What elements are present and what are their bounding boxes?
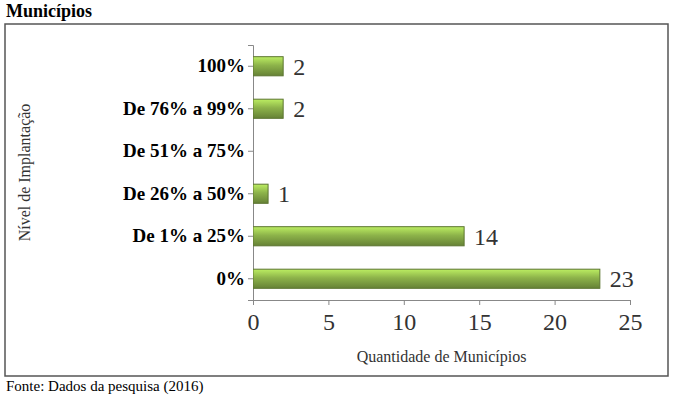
y-tick: De 51% a 75% bbox=[123, 140, 253, 161]
y-tick-mark bbox=[248, 151, 253, 152]
y-tick: 100% bbox=[198, 55, 254, 76]
y-tick-label: De 1% a 25% bbox=[133, 225, 245, 246]
y-tick: De 1% a 25% bbox=[133, 225, 253, 246]
x-tick-mark bbox=[404, 300, 405, 305]
bar bbox=[253, 184, 268, 203]
data-label: 23 bbox=[610, 266, 634, 292]
x-tick-label: 0 bbox=[248, 309, 260, 335]
x-axis: 0 5 10 15 20 25 bbox=[248, 300, 643, 335]
x-tick: 15 bbox=[468, 300, 492, 335]
data-label: 2 bbox=[293, 96, 305, 122]
x-tick-label: 15 bbox=[468, 309, 492, 335]
y-tick-mark bbox=[248, 66, 253, 67]
y-tick-mark bbox=[248, 108, 253, 109]
y-tick-mark bbox=[248, 236, 253, 237]
x-tick-mark bbox=[479, 300, 480, 305]
y-tick: De 26% a 50% bbox=[123, 183, 253, 204]
y-tick-label: De 76% a 99% bbox=[123, 98, 245, 119]
y-axis-title: Nível de Implantação bbox=[16, 104, 34, 242]
chart: Municípios 0 5 10 15 20 25 0% De 1% a 25% De 26% … bbox=[0, 0, 674, 396]
chart-frame bbox=[5, 24, 668, 376]
x-tick-mark bbox=[328, 300, 329, 305]
data-labels: 23 14 1 2 2 bbox=[278, 54, 634, 293]
x-tick-label: 20 bbox=[543, 309, 567, 335]
bar bbox=[253, 99, 283, 118]
x-tick-label: 25 bbox=[619, 309, 643, 335]
data-label: 14 bbox=[474, 224, 498, 250]
x-tick: 25 bbox=[619, 300, 643, 335]
x-axis-line bbox=[254, 301, 631, 306]
x-tick-label: 5 bbox=[323, 309, 335, 335]
x-tick: 10 bbox=[392, 300, 416, 335]
x-tick-mark bbox=[630, 300, 631, 305]
x-tick-mark bbox=[555, 300, 556, 305]
x-tick: 0 bbox=[248, 300, 260, 335]
bar bbox=[253, 227, 464, 246]
bar bbox=[253, 269, 600, 288]
y-axis: 0% De 1% a 25% De 26% a 50% De 51% a 75% De … bbox=[123, 46, 253, 301]
bars bbox=[253, 57, 600, 289]
y-axis-line bbox=[248, 46, 254, 301]
y-tick-mark bbox=[248, 193, 253, 194]
y-tick: 0% bbox=[217, 268, 254, 289]
bar bbox=[253, 142, 254, 161]
title: Municípios bbox=[6, 1, 92, 21]
data-label: 1 bbox=[278, 181, 290, 207]
data-label: 2 bbox=[293, 54, 305, 80]
x-axis-title: Quantidade de Municípios bbox=[357, 348, 527, 366]
y-tick-label: 100% bbox=[198, 55, 246, 76]
bar bbox=[253, 57, 283, 76]
y-tick-mark bbox=[248, 278, 253, 279]
x-tick-label: 10 bbox=[392, 309, 416, 335]
x-tick: 20 bbox=[543, 300, 567, 335]
y-tick: De 76% a 99% bbox=[123, 98, 253, 119]
y-tick-label: De 51% a 75% bbox=[123, 140, 245, 161]
x-tick: 5 bbox=[323, 300, 335, 335]
annotation: Fonte: Dados da pesquisa (2016) bbox=[6, 378, 203, 395]
y-tick-label: De 26% a 50% bbox=[123, 183, 245, 204]
y-tick-label: 0% bbox=[217, 268, 246, 289]
